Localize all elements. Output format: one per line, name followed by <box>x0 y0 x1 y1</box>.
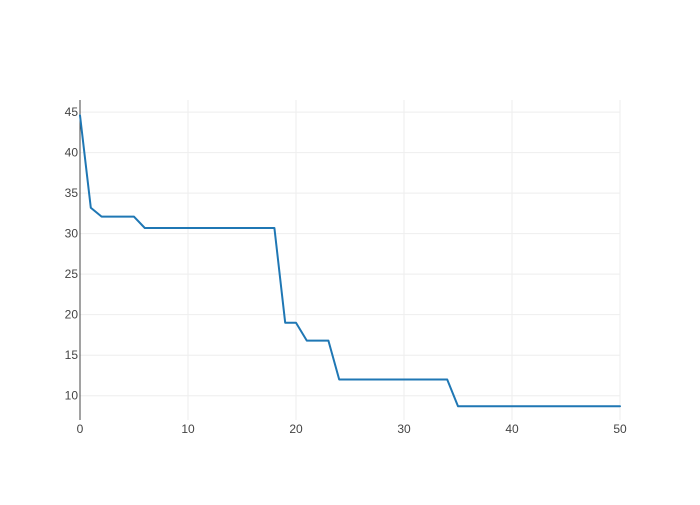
y-tick-label: 40 <box>65 146 79 160</box>
y-tick-label: 10 <box>65 389 79 403</box>
y-tick-label: 30 <box>65 227 79 241</box>
x-tick-label: 50 <box>613 422 627 436</box>
x-tick-label: 10 <box>181 422 195 436</box>
y-tick-label: 15 <box>65 348 79 362</box>
x-tick-label: 20 <box>289 422 303 436</box>
y-tick-label: 20 <box>65 308 79 322</box>
y-tick-label: 35 <box>65 186 79 200</box>
y-tick-label: 45 <box>65 105 79 119</box>
x-tick-label: 40 <box>505 422 519 436</box>
x-tick-label: 0 <box>77 422 84 436</box>
y-tick-label: 25 <box>65 267 79 281</box>
x-tick-label: 30 <box>397 422 411 436</box>
